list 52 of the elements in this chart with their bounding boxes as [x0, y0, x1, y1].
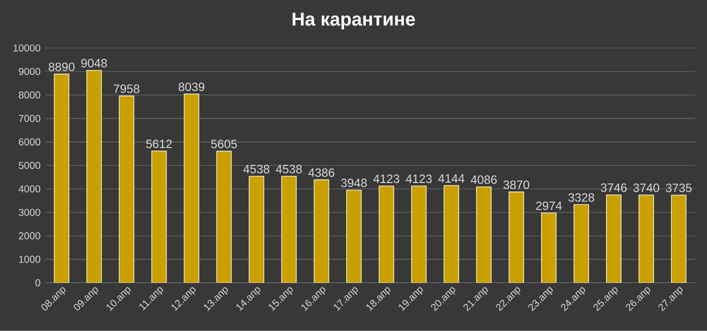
bar [118, 96, 134, 283]
bar [54, 74, 70, 283]
bar [216, 150, 232, 283]
y-tick-label: 8000 [18, 92, 40, 99]
bar [248, 176, 264, 283]
bar [151, 150, 167, 283]
data-label: 4123 [406, 174, 432, 184]
data-label: 3735 [666, 184, 692, 192]
data-label: 4144 [438, 174, 464, 183]
y-tick-label: 3000 [18, 208, 40, 216]
data-label: 2974 [536, 202, 562, 210]
data-label: 5612 [146, 140, 172, 148]
bar [574, 204, 590, 283]
bar [476, 186, 492, 283]
data-label: 3746 [600, 183, 627, 192]
data-label: 8039 [178, 82, 204, 92]
y-tick-label: 4000 [18, 185, 40, 193]
data-label: 3328 [568, 193, 594, 202]
bar [411, 186, 427, 283]
y-tick-label: 10000 [14, 44, 40, 52]
bar [86, 70, 102, 283]
data-label: 4386 [308, 168, 334, 177]
data-label: 4086 [470, 176, 497, 184]
data-label: 5605 [211, 140, 237, 148]
bar [378, 186, 394, 283]
bar [606, 194, 622, 283]
y-tick-label: 0 [35, 279, 40, 286]
data-label: 3870 [503, 180, 530, 190]
data-label: 3948 [341, 178, 367, 188]
data-label: 8890 [48, 62, 74, 72]
bar [281, 176, 297, 283]
bar [508, 192, 524, 283]
bar [444, 185, 460, 283]
y-tick-label: 1000 [19, 256, 40, 263]
data-label: 4538 [276, 164, 302, 174]
bar [671, 194, 686, 283]
data-label: 9048 [81, 59, 107, 68]
data-label: 4538 [243, 164, 270, 174]
bar [184, 94, 200, 283]
data-label: 3740 [633, 184, 660, 192]
data-label: 4123 [373, 174, 400, 184]
y-tick-label: 6000 [18, 138, 40, 146]
bar [346, 190, 362, 283]
y-tick-label: 2000 [18, 232, 40, 240]
y-tick-label: 7000 [18, 115, 40, 122]
bar [638, 194, 654, 283]
chart-title: На карантине [292, 12, 415, 30]
bar [541, 212, 557, 283]
bar [314, 180, 330, 283]
data-label: 7958 [114, 84, 140, 94]
y-tick-label: 9000 [18, 68, 40, 76]
y-tick-label: 5000 [18, 162, 40, 170]
